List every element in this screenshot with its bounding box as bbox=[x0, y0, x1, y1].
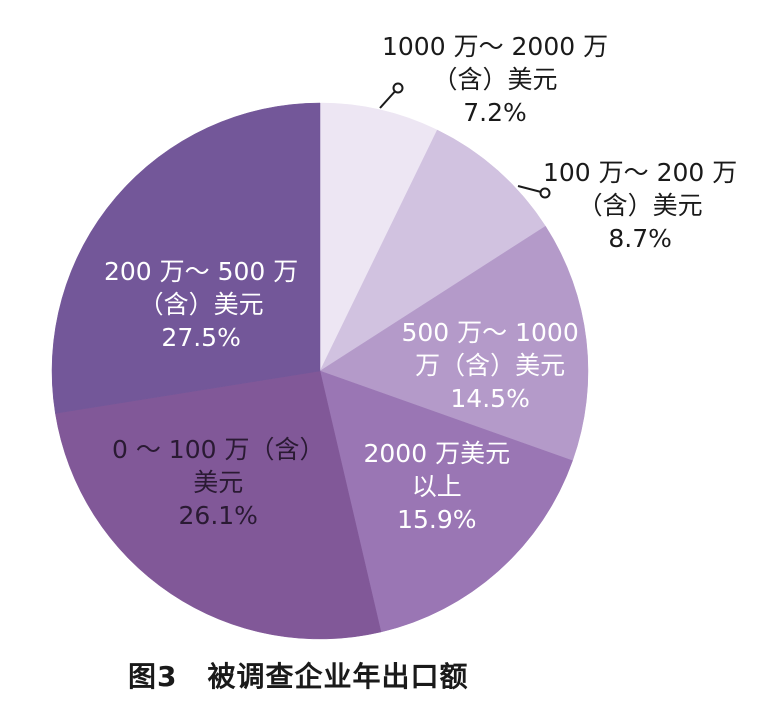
figure-title: 被调查企业年出口额 bbox=[207, 660, 469, 693]
slice-label: 500 万～ 1000 万（含）美元 14.5% bbox=[402, 316, 579, 415]
callout-dot bbox=[392, 82, 404, 94]
slice-label-line: 8.7% bbox=[608, 224, 672, 253]
slice-label-line: 15.9% bbox=[397, 505, 477, 534]
slice-label-line: 200 万～ 500 万 bbox=[104, 257, 299, 286]
figure-number: 图3 bbox=[128, 660, 178, 693]
slice-label: 2000 万美元 以上 15.9% bbox=[364, 437, 511, 536]
slice-label-line: 26.1% bbox=[178, 501, 258, 530]
pie-slice bbox=[319, 129, 546, 372]
slice-label: 100 万～ 200 万 （含）美元 8.7% bbox=[543, 156, 737, 255]
slice-label-line: 500 万～ 1000 bbox=[401, 318, 579, 347]
slice-label-line: 0 ～ 100 万（含） bbox=[112, 435, 325, 464]
slice-label-line: 1000 万～ 2000 万 bbox=[382, 32, 609, 61]
pie-slice bbox=[319, 225, 589, 461]
slice-label-line: 100 万～ 200 万 bbox=[543, 158, 738, 187]
slice-label-line: 7.2% bbox=[463, 98, 527, 127]
slice-label: 1000 万～ 2000 万 （含）美元 7.2% bbox=[382, 30, 608, 129]
figure-caption: 图3 被调查企业年出口额 bbox=[128, 655, 469, 695]
slice-label-line: 14.5% bbox=[450, 384, 530, 413]
callout-lines bbox=[379, 82, 551, 199]
slice-label-line: 27.5% bbox=[161, 323, 241, 352]
slice-label-line: 美元 bbox=[193, 468, 244, 497]
slice-label-line: 以上 bbox=[411, 472, 462, 501]
slice-label-line: （含）美元 bbox=[577, 191, 703, 220]
slice-label-line: 2000 万美元 bbox=[363, 439, 511, 468]
slice-label-line: （含）美元 bbox=[432, 65, 558, 94]
pie-slice bbox=[319, 102, 438, 372]
pie-slice bbox=[51, 102, 321, 414]
slice-label-line: 万（含）美元 bbox=[415, 351, 566, 380]
slice-label-line: （含）美元 bbox=[138, 290, 264, 319]
pie-slice bbox=[55, 370, 382, 640]
callout-dot bbox=[539, 187, 551, 199]
slice-label: 0 ～ 100 万（含） 美元 26.1% bbox=[112, 433, 324, 532]
pie-slices bbox=[51, 102, 589, 640]
slice-label: 200 万～ 500 万 （含）美元 27.5% bbox=[104, 255, 298, 354]
pie-slice bbox=[319, 370, 573, 633]
